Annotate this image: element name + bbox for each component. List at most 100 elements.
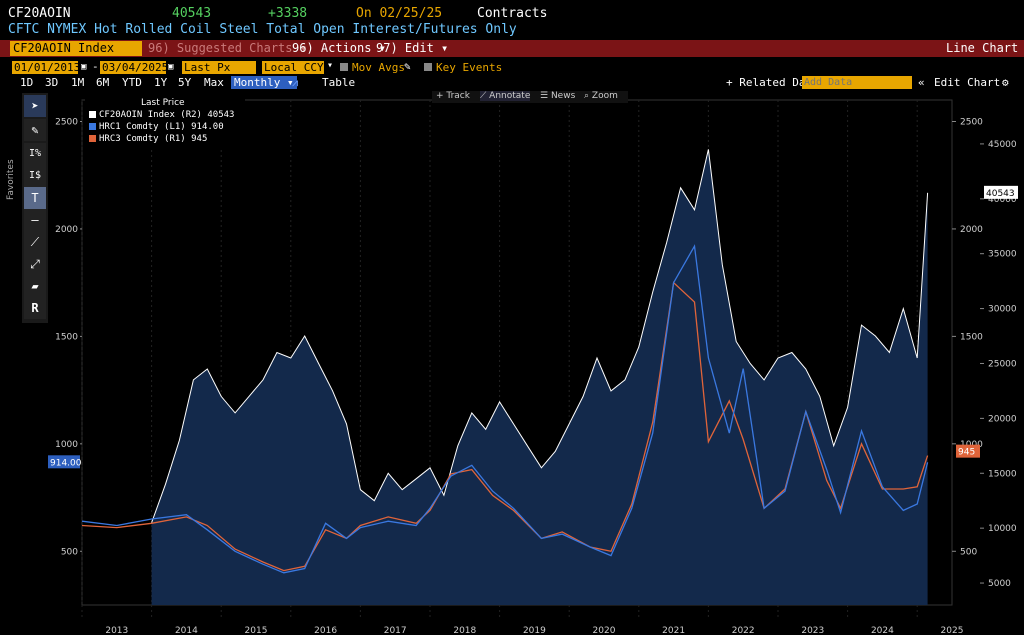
right2-axis-tick: 5000 xyxy=(988,579,1011,589)
right1-axis-tick: 2500 xyxy=(960,117,983,127)
zoom-tool[interactable]: ⌕ Zoom xyxy=(584,91,618,101)
hrc3-line xyxy=(81,281,929,572)
right2-axis-tick: 40000 xyxy=(988,195,1017,205)
legend-swatch xyxy=(89,123,96,130)
range-3d[interactable]: 3D xyxy=(45,76,59,89)
legend-title: Last Price xyxy=(141,98,185,108)
right2-axis-tick: 35000 xyxy=(988,250,1017,260)
x-tick-label: 2022 xyxy=(732,626,755,635)
related-data-button[interactable]: + Related Dat xyxy=(726,76,813,89)
change-value: +3338 xyxy=(268,6,308,21)
edit-menu[interactable]: 97) Edit ▾ xyxy=(376,41,449,55)
dollar-icon[interactable]: I$ xyxy=(24,165,46,187)
last-value: 40543 xyxy=(172,6,212,21)
hrc1-line xyxy=(81,244,929,574)
open-interest-area xyxy=(151,149,928,605)
oi-last-label-bg xyxy=(984,185,1018,199)
right1-axis-tick: 2000 xyxy=(960,225,983,235)
favorites-tab[interactable]: Favorites xyxy=(6,159,16,200)
frequency-select[interactable]: Monthly ▾ xyxy=(231,76,297,89)
range-max[interactable]: Max xyxy=(204,76,224,89)
edit-chart-button[interactable]: Edit Chart xyxy=(934,76,1001,89)
oi-last-label: 40543 xyxy=(986,189,1015,199)
currency-select[interactable]: Local CCY xyxy=(262,61,324,74)
x-tick-label: 2024 xyxy=(871,626,894,635)
mov-avgs-label[interactable]: Mov Avgs xyxy=(352,61,405,74)
field-select[interactable]: Last Px xyxy=(182,61,256,74)
range-1m[interactable]: 1M xyxy=(71,76,85,89)
suggested-charts-menu[interactable]: 96) Suggested Charts ▾ xyxy=(148,41,307,55)
chart-tools-bar: + Track ⟋ Annotate ☰ News ⌕ Zoom xyxy=(432,91,628,103)
legend-label: HRC3 Comdty (R1) 945 xyxy=(99,134,208,144)
track-label: Track xyxy=(446,91,470,101)
annotate-label: Annotate xyxy=(489,91,531,101)
range-1d[interactable]: 1D xyxy=(20,76,34,89)
channel-icon[interactable]: ▰ xyxy=(24,275,46,297)
actions-menu[interactable]: 96) Actions ▾ xyxy=(292,41,386,55)
gear-icon[interactable]: ⚙ xyxy=(1002,76,1009,89)
news-label: News xyxy=(550,91,576,101)
range-5y[interactable]: 5Y xyxy=(178,76,192,89)
open-interest-line xyxy=(151,149,929,523)
right2-axis-tick: 25000 xyxy=(988,359,1017,369)
header-bar: CF20AOIN 40543 +3338 On 02/25/25 Contrac… xyxy=(0,0,1024,40)
x-tick-label: 2014 xyxy=(175,626,198,635)
retracement-icon[interactable]: R xyxy=(24,297,46,319)
legend-swatch xyxy=(89,135,96,142)
news-tool[interactable]: ☰ News xyxy=(540,91,576,101)
x-tick-label: 2023 xyxy=(801,626,824,635)
legend-item[interactable]: CF20AOIN Index (R2) 40543 xyxy=(89,110,234,121)
key-events-label[interactable]: Key Events xyxy=(436,61,503,74)
percent-icon[interactable]: I% xyxy=(24,143,46,165)
line-icon[interactable]: — xyxy=(24,209,46,231)
annotate-tool[interactable]: ⟋ Annotate xyxy=(480,91,531,101)
chart-style-icon[interactable]: ⩘ xyxy=(292,76,299,89)
right2-axis-tick: 10000 xyxy=(988,524,1017,534)
checkbox-icon[interactable] xyxy=(424,63,432,71)
x-tick-label: 2021 xyxy=(662,626,685,635)
security-description: CFTC NYMEX Hot Rolled Coil Steel Total O… xyxy=(8,22,517,37)
as-of-date: On 02/25/25 xyxy=(356,6,443,21)
calendar-icon[interactable]: ▣ xyxy=(168,62,174,72)
date-separator: - xyxy=(92,60,99,73)
table-button[interactable]: Table xyxy=(322,76,356,89)
cursor-icon[interactable]: ➤ xyxy=(24,95,46,117)
chevron-down-icon[interactable]: ▾ xyxy=(327,60,334,71)
security-input[interactable]: CF20AOIN Index xyxy=(10,41,142,56)
calendar-icon[interactable]: ▣ xyxy=(81,62,87,72)
range-6m[interactable]: 6M xyxy=(96,76,110,89)
x-tick-label: 2020 xyxy=(593,626,616,635)
options-bar: 01/01/2013 ▣ - 03/04/2025 ▣ Last Px Loca… xyxy=(0,60,1024,75)
x-tick-label: 2015 xyxy=(245,626,268,635)
x-tick-label: 2013 xyxy=(105,626,128,635)
legend-item[interactable]: HRC3 Comdty (R1) 945 xyxy=(89,134,207,145)
x-tick-label: 2018 xyxy=(453,626,476,635)
add-data-input[interactable] xyxy=(802,76,912,89)
x-tick-label: 2025 xyxy=(941,626,964,635)
range-ytd[interactable]: YTD xyxy=(122,76,142,89)
pencil-icon[interactable]: ✎ xyxy=(404,60,411,73)
end-date-field[interactable]: 03/04/2025 xyxy=(100,61,169,74)
right2-axis-tick: 30000 xyxy=(988,305,1017,315)
start-date-field[interactable]: 01/01/2013 xyxy=(12,61,81,74)
legend-swatch xyxy=(89,111,96,118)
legend-label: HRC1 Comdty (L1) 914.00 xyxy=(99,122,224,132)
range-1y[interactable]: 1Y xyxy=(154,76,168,89)
price-chart[interactable]: 2013 2014 2015 2016 2017 2018 2019 2020 2021 2022… xyxy=(0,90,1024,635)
right2-axis-tick: 20000 xyxy=(988,414,1017,424)
trend-line-icon[interactable]: ⟋ xyxy=(24,231,46,253)
ray-icon[interactable]: ⤢ xyxy=(24,253,46,275)
legend-item[interactable]: HRC1 Comdty (L1) 914.00 xyxy=(89,122,224,133)
range-bar: 1D 3D 1M 6M YTD 1Y 5Y Max Monthly ▾ ⩘ Ta… xyxy=(0,75,1024,90)
x-tick-label: 2016 xyxy=(314,626,337,635)
checkbox-icon[interactable] xyxy=(340,63,348,71)
chart-area: 2013 2014 2015 2016 2017 2018 2019 2020 2021 2022… xyxy=(0,90,1024,635)
collapse-icon[interactable]: « xyxy=(918,76,925,89)
track-tool[interactable]: + Track xyxy=(436,91,470,101)
chart-type-label[interactable]: Line Chart xyxy=(946,41,1019,55)
left-axis-tick: 500 xyxy=(61,547,78,557)
function-bar: CF20AOIN Index 96) Suggested Charts ▾ 96… xyxy=(0,40,1024,57)
text-icon[interactable]: T xyxy=(24,187,46,209)
pen-icon[interactable]: ✎ xyxy=(24,119,46,141)
left-axis-tick: 1500 xyxy=(55,332,78,342)
